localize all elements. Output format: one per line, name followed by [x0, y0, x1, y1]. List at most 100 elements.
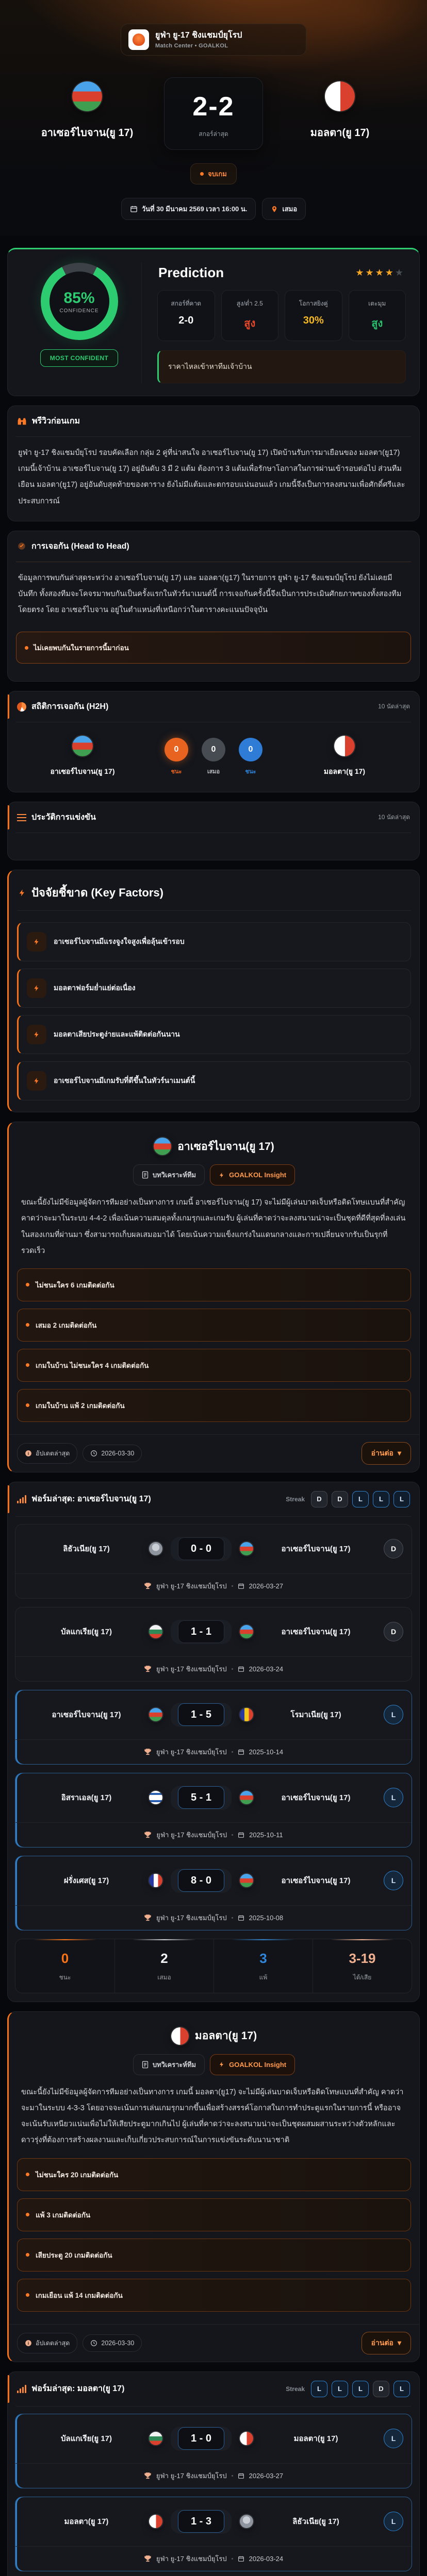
match-home-name: ฝรั่งเศส(ยู 17) — [63, 1876, 109, 1886]
calendar-icon — [238, 2555, 244, 2562]
h2h-stat-circle: 0 ชนะ — [165, 737, 188, 776]
prediction-title: Prediction — [158, 265, 224, 280]
trophy-icon — [144, 1914, 152, 1922]
dot-separator — [231, 1917, 233, 1919]
match-home-flag-icon — [149, 2515, 162, 2529]
svg-text:i: i — [28, 2341, 29, 2345]
match-score-wrap: 1 - 3 — [170, 2509, 232, 2534]
match-home-name: บัลแกเรีย(ยู 17) — [60, 1628, 112, 1637]
prediction-stat: โอกาสยิงคู่ 30% — [285, 290, 342, 341]
read-more-button[interactable]: อ่านต่อ ▾ — [361, 1442, 411, 1465]
history-title: ประวัติการแข่งขัน — [31, 813, 96, 822]
h2h-stats-subtitle: 10 นัดล่าสุด — [378, 703, 410, 710]
match-competition: ยูฟ่า ยู-17 ชิงแชมป์ยุโรป — [156, 2471, 227, 2480]
chevron-down-icon: ▾ — [397, 1449, 401, 1458]
dot-separator — [231, 1585, 233, 1587]
match-row[interactable]: ฝรั่งเศส(ยู 17) 8 - 0 อาเซอร์ไบจาน(ยู 17… — [15, 1855, 412, 1930]
match-row[interactable]: บัลแกเรีย(ยู 17) 1 - 0 มอลตา(ยู 17) L ยู… — [15, 2413, 412, 2488]
team-home-header: อาเซอร์ไบจาน(ยู 17) — [9, 1122, 419, 1156]
tournament-subtitle: Match Center • GOALKOL — [155, 42, 228, 49]
preview-card: พรีวิวก่อนเกม ยูฟ่า ยู-17 ชิงแชมป์ยุโรป … — [7, 405, 420, 521]
match-date: 2026-03-27 — [249, 2471, 284, 2480]
history-card: ประวัติการแข่งขัน 10 นัดล่าสุด — [7, 802, 420, 861]
h2h-stats-body: อาเซอร์ไบจาน(ยู 17) 0 ชนะ 0 เสมอ 0 ชนะ ม… — [8, 722, 419, 792]
team-away-header: มอลตา(ยู 17) — [9, 2012, 419, 2045]
lightning-icon — [18, 888, 26, 897]
h2h-header: การเจอกัน (Head to Head) — [8, 531, 419, 562]
prediction-stat: สูง/ต่ำ 2.5 สูง — [221, 290, 278, 341]
key-factor-item: อาเซอร์ไบจานมีแรงจูงใจสูงเพื่อลุ้นเข้ารอ… — [17, 922, 411, 962]
match-competition: ยูฟ่า ยู-17 ชิงแชมป์ยุโรป — [156, 1913, 227, 1922]
match-row[interactable]: อาเซอร์ไบจาน(ยู 17) 1 - 5 โรมาเนีย(ยู 17… — [15, 1689, 412, 1765]
match-row[interactable]: มอลตา(ยู 17) 1 - 3 ลิธัวเนีย(ยู 17) L ยู… — [15, 2496, 412, 2571]
trophy-icon — [144, 1831, 152, 1839]
h2h-stats-title: สถิติการเจอกัน (H2H) — [31, 702, 109, 711]
match-score: 1 - 1 — [177, 1620, 225, 1643]
preview-header: พรีวิวก่อนเกม — [8, 406, 419, 436]
match-score-wrap: 5 - 1 — [170, 1785, 232, 1810]
match-competition: ยูฟ่า ยู-17 ชิงแชมป์ยุโรป — [156, 1831, 227, 1839]
match-away-name: มอลตา(ยู 17) — [293, 2434, 338, 2444]
match-score: 1 - 0 — [177, 2427, 225, 2450]
h2h-stat-circle: 0 ชนะ — [239, 737, 262, 776]
bar-chart-icon — [17, 2384, 26, 2393]
confidence-caption: CONFIDENCE — [59, 308, 99, 314]
team-insight-item: ไม่ชนะใคร 6 เกมติดต่อกัน — [17, 1268, 411, 1301]
team-home-bullets: ไม่ชนะใคร 6 เกมติดต่อกัน เสมอ 2 เกมติดต่… — [9, 1266, 419, 1427]
note-dot-icon — [25, 646, 28, 650]
streak-chip: D — [332, 1490, 348, 1507]
match-home-flag-icon — [149, 1874, 162, 1888]
tournament-pill: ยูฟ่า ยู-17 ชิงแชมป์ยุโรป Match Center •… — [121, 24, 306, 56]
match-home-flag-icon — [149, 1542, 162, 1556]
bullet-dot-icon — [26, 2293, 29, 2297]
current-score: 2-2 — [192, 92, 235, 122]
h2h-home-team: อาเซอร์ไบจาน(ยู 17) — [28, 736, 137, 777]
match-date: 2025-10-11 — [249, 1831, 283, 1839]
h2h-title: การเจอกัน (Head to Head) — [31, 541, 129, 551]
match-row[interactable]: บัลแกเรีย(ยู 17) 1 - 1 อาเซอร์ไบจาน(ยู 1… — [15, 1606, 412, 1682]
match-row[interactable]: อิสราเอล(ยู 17) 5 - 1 อาเซอร์ไบจาน(ยู 17… — [15, 1772, 412, 1848]
match-row[interactable]: ลิธัวเนีย(ยู 17) 0 - 0 อาเซอร์ไบจาน(ยู 1… — [15, 1523, 412, 1599]
match-away-name: อาเซอร์ไบจาน(ยู 17) — [281, 1628, 351, 1637]
match-meta: ยูฟ่า ยู-17 ชิงแชมป์ยุโรป 2026-03-24 — [15, 1656, 412, 1681]
binoculars-icon — [17, 417, 27, 426]
team-insight-item: แพ้ 3 เกมติดต่อกัน — [17, 2198, 411, 2231]
team-away-flag-icon — [171, 2027, 189, 2045]
clock-icon — [90, 1450, 97, 1457]
updated-chip: i อัปเดตล่าสุด — [17, 1443, 78, 1464]
read-more-button[interactable]: อ่านต่อ ▾ — [361, 2331, 411, 2354]
team-insight-item: ไม่ชนะใคร 20 เกมติดต่อกัน — [17, 2158, 411, 2191]
match-home-flag-icon — [149, 2432, 162, 2446]
score-panel: 2-2 สกอร์ล่าสุด — [164, 77, 263, 150]
match-hero: ยูฟ่า ยู-17 ชิงแชมป์ยุโรป Match Center •… — [0, 0, 427, 235]
key-factor-item: มอลตาเสียประตูง่ายและแพ้ติดต่อกันนาน — [17, 1015, 411, 1055]
history-body — [8, 833, 419, 860]
score-caption: สกอร์ล่าสุด — [199, 130, 228, 138]
status-dot-icon — [200, 172, 204, 176]
match-result-badge: L — [384, 1871, 403, 1891]
match-status-badge: จบเกม — [190, 163, 237, 184]
lightning-icon — [27, 1025, 46, 1045]
streak-chip: L — [352, 2380, 369, 2397]
form-home-matches: ลิธัวเนีย(ยู 17) 0 - 0 อาเซอร์ไบจาน(ยู 1… — [8, 1517, 419, 1930]
prediction-stats: สกอร์ที่คาด 2-0 สูง/ต่ำ 2.5 สูง โอกาสยิง… — [157, 290, 406, 341]
match-home-name: มอลตา(ยู 17) — [64, 2517, 109, 2527]
match-date: 2026-03-27 — [249, 1582, 284, 1590]
match-away-flag-icon — [240, 1791, 254, 1805]
match-away-flag-icon — [240, 1708, 254, 1722]
form-home-header: ฟอร์มล่าสุด: อาเซอร์ไบจาน(ยู 17) Streak … — [8, 1482, 419, 1516]
streak-chip: L — [373, 1490, 389, 1507]
memo-icon — [142, 2061, 149, 2069]
match-home-name: ลิธัวเนีย(ยู 17) — [63, 1545, 110, 1554]
key-factors-title: ปัจจัยชี้ขาด (Key Factors) — [31, 886, 163, 900]
updated-chip: i อัปเดตล่าสุด — [17, 2332, 78, 2353]
match-meta: ยูฟ่า ยู-17 ชิงแชมป์ยุโรป 2026-03-24 — [15, 2546, 412, 2571]
team-insight-item: เกมเยือน แพ้ 14 เกมติดต่อกัน — [17, 2278, 411, 2312]
match-score: 1 - 3 — [177, 2510, 225, 2533]
match-result-badge: D — [384, 1539, 403, 1559]
team-away-title: มอลตา(ยู 17) — [194, 2030, 257, 2042]
match-meta: ยูฟ่า ยู-17 ชิงแชมป์ยุโรป 2026-03-27 — [15, 1573, 412, 1598]
dot-separator — [231, 2557, 233, 2560]
away-team-flag-icon — [325, 81, 355, 111]
match-home-name: บัลแกเรีย(ยู 17) — [60, 2434, 112, 2444]
